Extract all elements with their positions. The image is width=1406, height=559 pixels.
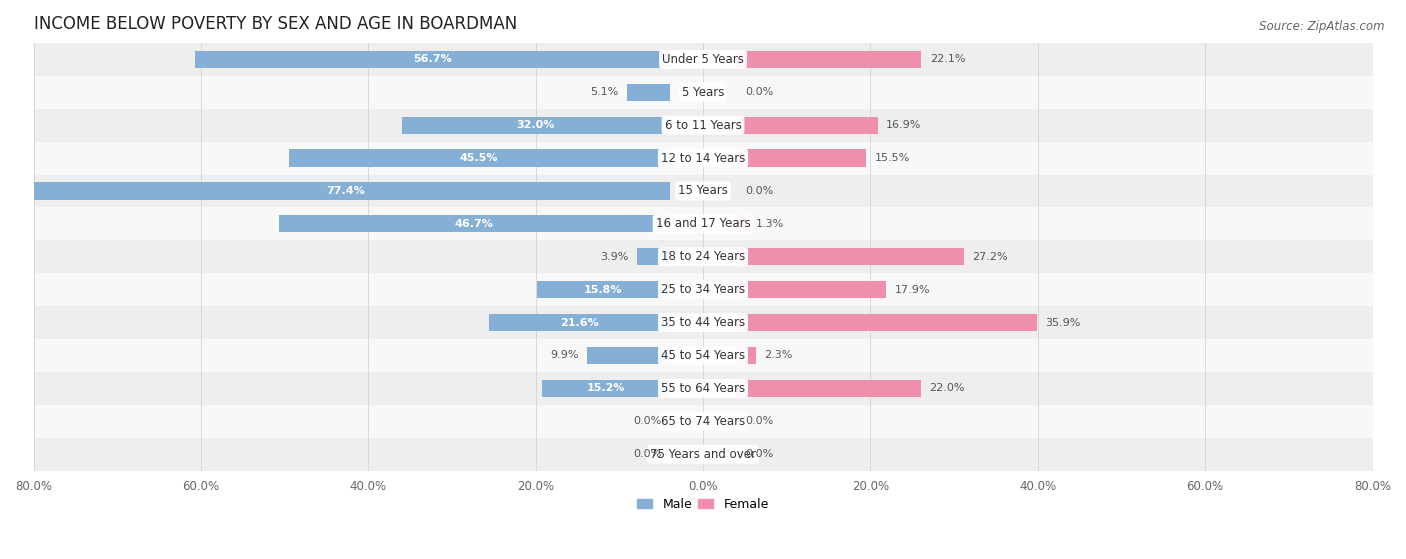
Text: 18 to 24 Years: 18 to 24 Years — [661, 250, 745, 263]
Bar — [34, 438, 1372, 471]
Text: 9.9%: 9.9% — [550, 350, 578, 361]
Bar — [34, 339, 1372, 372]
Bar — [288, 149, 669, 167]
Text: 56.7%: 56.7% — [413, 54, 451, 64]
Text: 55 to 64 Years: 55 to 64 Years — [661, 382, 745, 395]
Text: 21.6%: 21.6% — [560, 318, 599, 328]
Text: 0.0%: 0.0% — [745, 416, 773, 427]
Text: 32.0%: 32.0% — [516, 120, 555, 130]
Bar — [34, 273, 1372, 306]
Bar — [34, 141, 1372, 174]
Bar — [737, 117, 877, 134]
Text: 46.7%: 46.7% — [454, 219, 494, 229]
Text: Under 5 Years: Under 5 Years — [662, 53, 744, 66]
Text: 5 Years: 5 Years — [682, 86, 724, 99]
Text: 3.9%: 3.9% — [600, 252, 628, 262]
Bar — [278, 215, 669, 233]
Text: 15.5%: 15.5% — [875, 153, 910, 163]
Text: 0.0%: 0.0% — [633, 449, 661, 459]
Text: 5.1%: 5.1% — [591, 87, 619, 97]
Bar — [627, 84, 669, 101]
Text: 0.0%: 0.0% — [745, 87, 773, 97]
Text: 15.2%: 15.2% — [586, 383, 626, 394]
Text: 1.3%: 1.3% — [755, 219, 785, 229]
Bar — [34, 207, 1372, 240]
Bar — [34, 76, 1372, 108]
Text: 35.9%: 35.9% — [1045, 318, 1081, 328]
Bar — [34, 306, 1372, 339]
Text: 15.8%: 15.8% — [583, 285, 623, 295]
Text: 0.0%: 0.0% — [745, 449, 773, 459]
Bar — [21, 182, 669, 200]
Text: 27.2%: 27.2% — [973, 252, 1008, 262]
Text: 25 to 34 Years: 25 to 34 Years — [661, 283, 745, 296]
Bar — [637, 248, 669, 266]
Bar — [489, 314, 669, 331]
Text: 17.9%: 17.9% — [894, 285, 931, 295]
Bar — [34, 43, 1372, 76]
Bar — [537, 281, 669, 299]
Text: 45.5%: 45.5% — [460, 153, 498, 163]
Bar — [737, 380, 921, 397]
Text: 2.3%: 2.3% — [763, 350, 793, 361]
Text: 22.1%: 22.1% — [929, 54, 966, 64]
Bar — [402, 117, 669, 134]
Bar — [586, 347, 669, 364]
Bar — [34, 372, 1372, 405]
Text: 75 Years and over: 75 Years and over — [650, 448, 756, 461]
Text: 0.0%: 0.0% — [633, 416, 661, 427]
Bar — [737, 248, 965, 266]
Bar — [34, 405, 1372, 438]
Bar — [737, 51, 921, 68]
Text: 16.9%: 16.9% — [886, 120, 922, 130]
Bar — [34, 240, 1372, 273]
Text: 35 to 44 Years: 35 to 44 Years — [661, 316, 745, 329]
Bar — [34, 174, 1372, 207]
Text: 6 to 11 Years: 6 to 11 Years — [665, 119, 741, 132]
Text: 77.4%: 77.4% — [326, 186, 366, 196]
Bar — [195, 51, 669, 68]
Bar — [737, 314, 1036, 331]
Text: 65 to 74 Years: 65 to 74 Years — [661, 415, 745, 428]
Text: INCOME BELOW POVERTY BY SEX AND AGE IN BOARDMAN: INCOME BELOW POVERTY BY SEX AND AGE IN B… — [34, 15, 517, 33]
Text: Source: ZipAtlas.com: Source: ZipAtlas.com — [1260, 20, 1385, 32]
Text: 12 to 14 Years: 12 to 14 Years — [661, 151, 745, 164]
Text: 22.0%: 22.0% — [929, 383, 965, 394]
Text: 15 Years: 15 Years — [678, 184, 728, 197]
Bar — [34, 108, 1372, 141]
Bar — [737, 149, 866, 167]
Bar — [737, 281, 886, 299]
Legend: Male, Female: Male, Female — [633, 492, 773, 516]
Text: 0.0%: 0.0% — [745, 186, 773, 196]
Bar — [543, 380, 669, 397]
Text: 45 to 54 Years: 45 to 54 Years — [661, 349, 745, 362]
Bar — [737, 347, 755, 364]
Bar — [737, 215, 748, 233]
Text: 16 and 17 Years: 16 and 17 Years — [655, 217, 751, 230]
